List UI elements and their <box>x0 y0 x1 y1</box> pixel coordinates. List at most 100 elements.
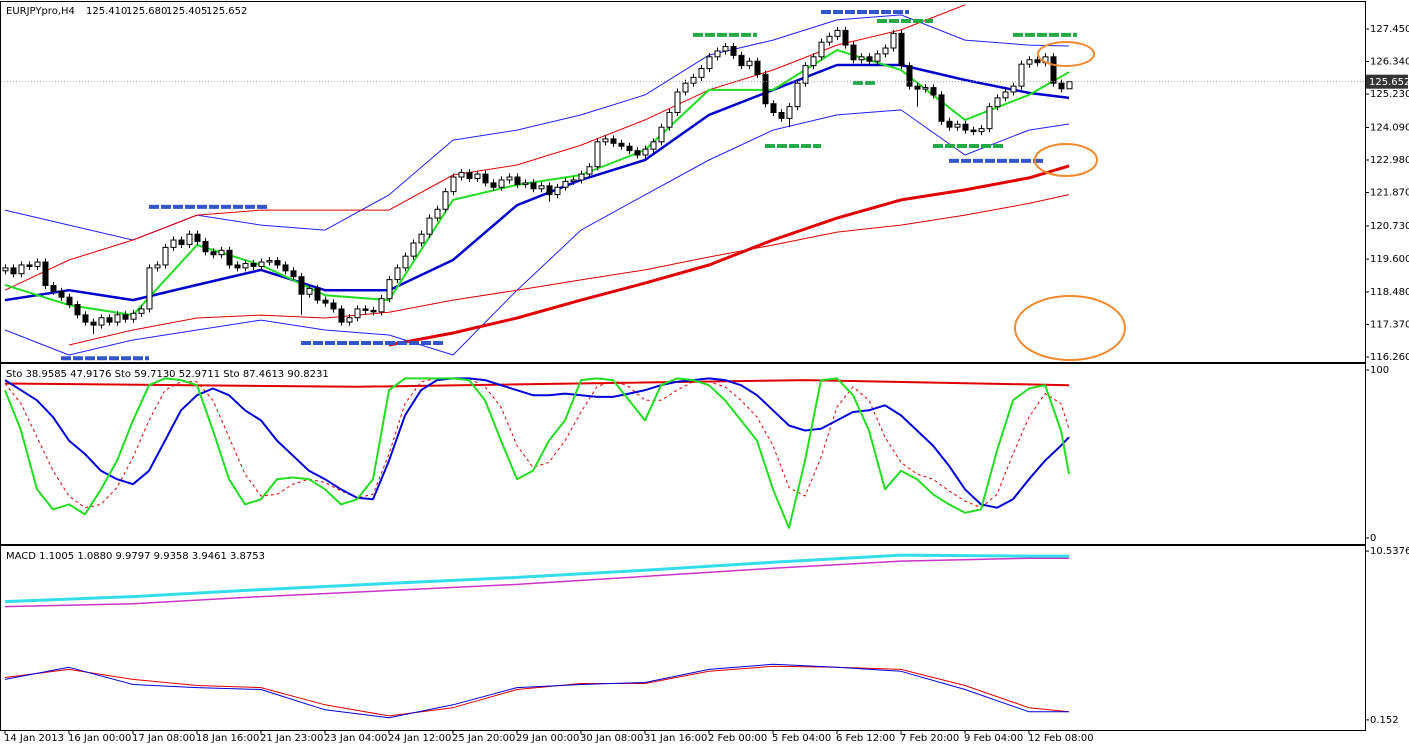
candle-body <box>1010 85 1017 93</box>
y-tick-label: 0.152 <box>1370 715 1399 726</box>
candle-body <box>682 82 689 93</box>
candle-body <box>218 249 225 256</box>
candle-body <box>690 76 697 84</box>
candle-body <box>362 308 369 311</box>
candle-body <box>378 298 385 313</box>
candle-body <box>994 97 1001 108</box>
candle-body <box>906 65 913 87</box>
candle-body <box>786 106 793 119</box>
candle-body <box>946 120 953 128</box>
indicator-line <box>4 379 1070 388</box>
candle-body <box>866 56 873 62</box>
candle-body <box>410 242 417 257</box>
candle-body <box>242 262 249 269</box>
candle-body <box>834 29 841 37</box>
indicator-line <box>4 109 1070 356</box>
candle-body <box>98 317 105 326</box>
x-tick-label: 21 Jan 23:00 <box>260 733 323 744</box>
candle-body <box>290 270 297 278</box>
candle-body <box>338 308 345 323</box>
candle-body <box>874 53 881 62</box>
candle-body <box>194 233 201 243</box>
y-tick-label: 127.450 <box>1370 24 1409 35</box>
candle-body <box>706 56 713 70</box>
candle-body <box>274 260 281 266</box>
candle-body <box>602 138 609 143</box>
candle-body <box>106 317 113 323</box>
candle-body <box>506 176 513 181</box>
candle-body <box>642 148 649 156</box>
candle-body <box>650 141 657 150</box>
candle-body <box>514 176 521 185</box>
candle-body <box>970 129 977 133</box>
x-tick-label: 24 Jan 12:00 <box>388 733 451 744</box>
candle-body <box>34 261 41 267</box>
candle-body <box>122 314 129 320</box>
candle-body <box>170 239 177 248</box>
candle-body <box>738 54 745 67</box>
candle-body <box>426 217 433 235</box>
candle-body <box>770 103 777 114</box>
ohlc-close: 125.652 <box>206 6 247 17</box>
candle-body <box>386 279 393 300</box>
last-price-box <box>1366 74 1408 89</box>
y-tick-label: 10.5376 <box>1370 546 1409 557</box>
y-tick-label: 126.340 <box>1370 57 1409 68</box>
x-tick-label: 9 Feb 04:00 <box>964 733 1023 744</box>
x-tick-label: 23 Jan 04:00 <box>324 733 387 744</box>
candle-body <box>50 284 57 292</box>
candle-body <box>1058 82 1065 90</box>
y-tick-label: 120.730 <box>1370 221 1409 232</box>
indicator-line <box>4 4 966 291</box>
candle-body <box>938 94 945 122</box>
candle-body <box>226 249 233 266</box>
x-tick-label: 12 Feb 08:00 <box>1028 733 1094 744</box>
x-tick-label: 2 Feb 00:00 <box>708 733 767 744</box>
candle-body <box>1066 81 1073 90</box>
candle-body <box>658 126 665 143</box>
x-tick-label: 30 Jan 08:00 <box>580 733 643 744</box>
candle-body <box>714 50 721 58</box>
indicator-line <box>4 557 1069 608</box>
candle-body <box>674 91 681 114</box>
candle-body <box>746 60 753 67</box>
candle-body <box>250 262 257 267</box>
candle-body <box>138 308 145 314</box>
candle-body <box>530 182 537 190</box>
candle-body <box>546 185 553 196</box>
symbol-label: EURJPYpro,H4 <box>6 6 75 17</box>
indicator-line <box>4 377 1070 529</box>
candle-body <box>986 106 993 130</box>
candle-body <box>90 321 97 326</box>
candle-body <box>842 29 849 46</box>
candle-body <box>402 255 409 269</box>
x-tick-label: 7 Feb 20:00 <box>900 733 959 744</box>
candle-body <box>922 87 929 90</box>
candle-body <box>978 128 985 133</box>
candle-body <box>434 208 441 219</box>
candle-body <box>882 47 889 55</box>
x-tick-label: 5 Feb 04:00 <box>772 733 831 744</box>
candle-body <box>330 302 337 310</box>
candle-body <box>450 176 457 193</box>
candle-body <box>962 123 969 131</box>
candle-body <box>722 46 729 52</box>
candle-body <box>258 261 265 267</box>
candle-body <box>754 60 761 75</box>
ohlc-high: 125.680 <box>126 6 167 17</box>
stochastic-panel <box>0 363 1366 545</box>
candle-body <box>762 73 769 105</box>
candle-body <box>1034 59 1041 64</box>
candle-body <box>394 267 401 281</box>
indicator-line <box>4 553 1069 604</box>
candle-body <box>826 35 833 43</box>
candle-body <box>818 41 825 58</box>
candle-body <box>314 287 321 301</box>
stochastic-label: Sto 38.9585 47.9176 Sto 59.7130 52.9711 … <box>6 369 329 380</box>
candle-body <box>370 309 377 313</box>
candle-body <box>442 191 449 210</box>
candle-body <box>586 166 593 175</box>
x-tick-label: 16 Jan 00:00 <box>68 733 131 744</box>
